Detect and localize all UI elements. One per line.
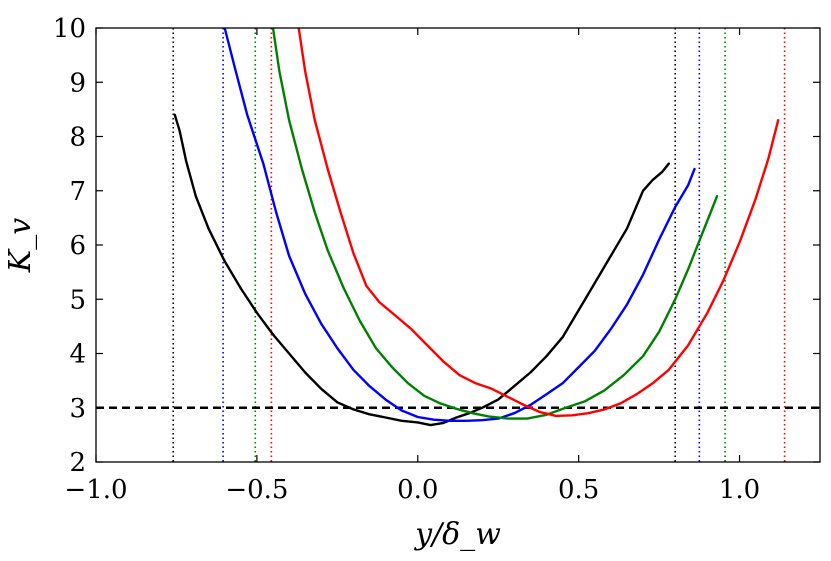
series-line-green bbox=[271, 28, 719, 420]
y-tick-label: 2 bbox=[69, 448, 86, 478]
plot-frame bbox=[95, 27, 821, 463]
reference-lines bbox=[96, 28, 820, 462]
y-tick-label: 6 bbox=[69, 231, 86, 261]
x-axis-label: y/δ_w bbox=[413, 517, 501, 552]
x-tick-label: 1.0 bbox=[719, 475, 760, 505]
y-tick-label: 10 bbox=[53, 14, 86, 44]
x-tick-label: −0.5 bbox=[225, 475, 288, 505]
series-layer bbox=[173, 28, 780, 427]
series-line-red bbox=[297, 28, 780, 418]
y-tick-label: 5 bbox=[69, 285, 86, 315]
y-tick-label: 8 bbox=[69, 123, 86, 153]
y-tick-label: 7 bbox=[69, 177, 86, 207]
y-tick-label: 4 bbox=[69, 340, 86, 370]
series-line-blue bbox=[223, 28, 696, 422]
x-tick-label: −1.0 bbox=[64, 475, 127, 505]
axis-ticks: −1.0 −0.5 0.0 0.5 1.0 2 3 4 5 6 7 8 9 10 bbox=[53, 14, 820, 505]
y-axis-label: K_v bbox=[3, 218, 38, 273]
x-tick-label: 0.0 bbox=[397, 475, 438, 505]
series-line-black bbox=[173, 113, 670, 427]
y-tick-label: 9 bbox=[69, 68, 86, 98]
x-tick-label: 0.5 bbox=[558, 475, 599, 505]
y-tick-label: 3 bbox=[69, 394, 86, 424]
